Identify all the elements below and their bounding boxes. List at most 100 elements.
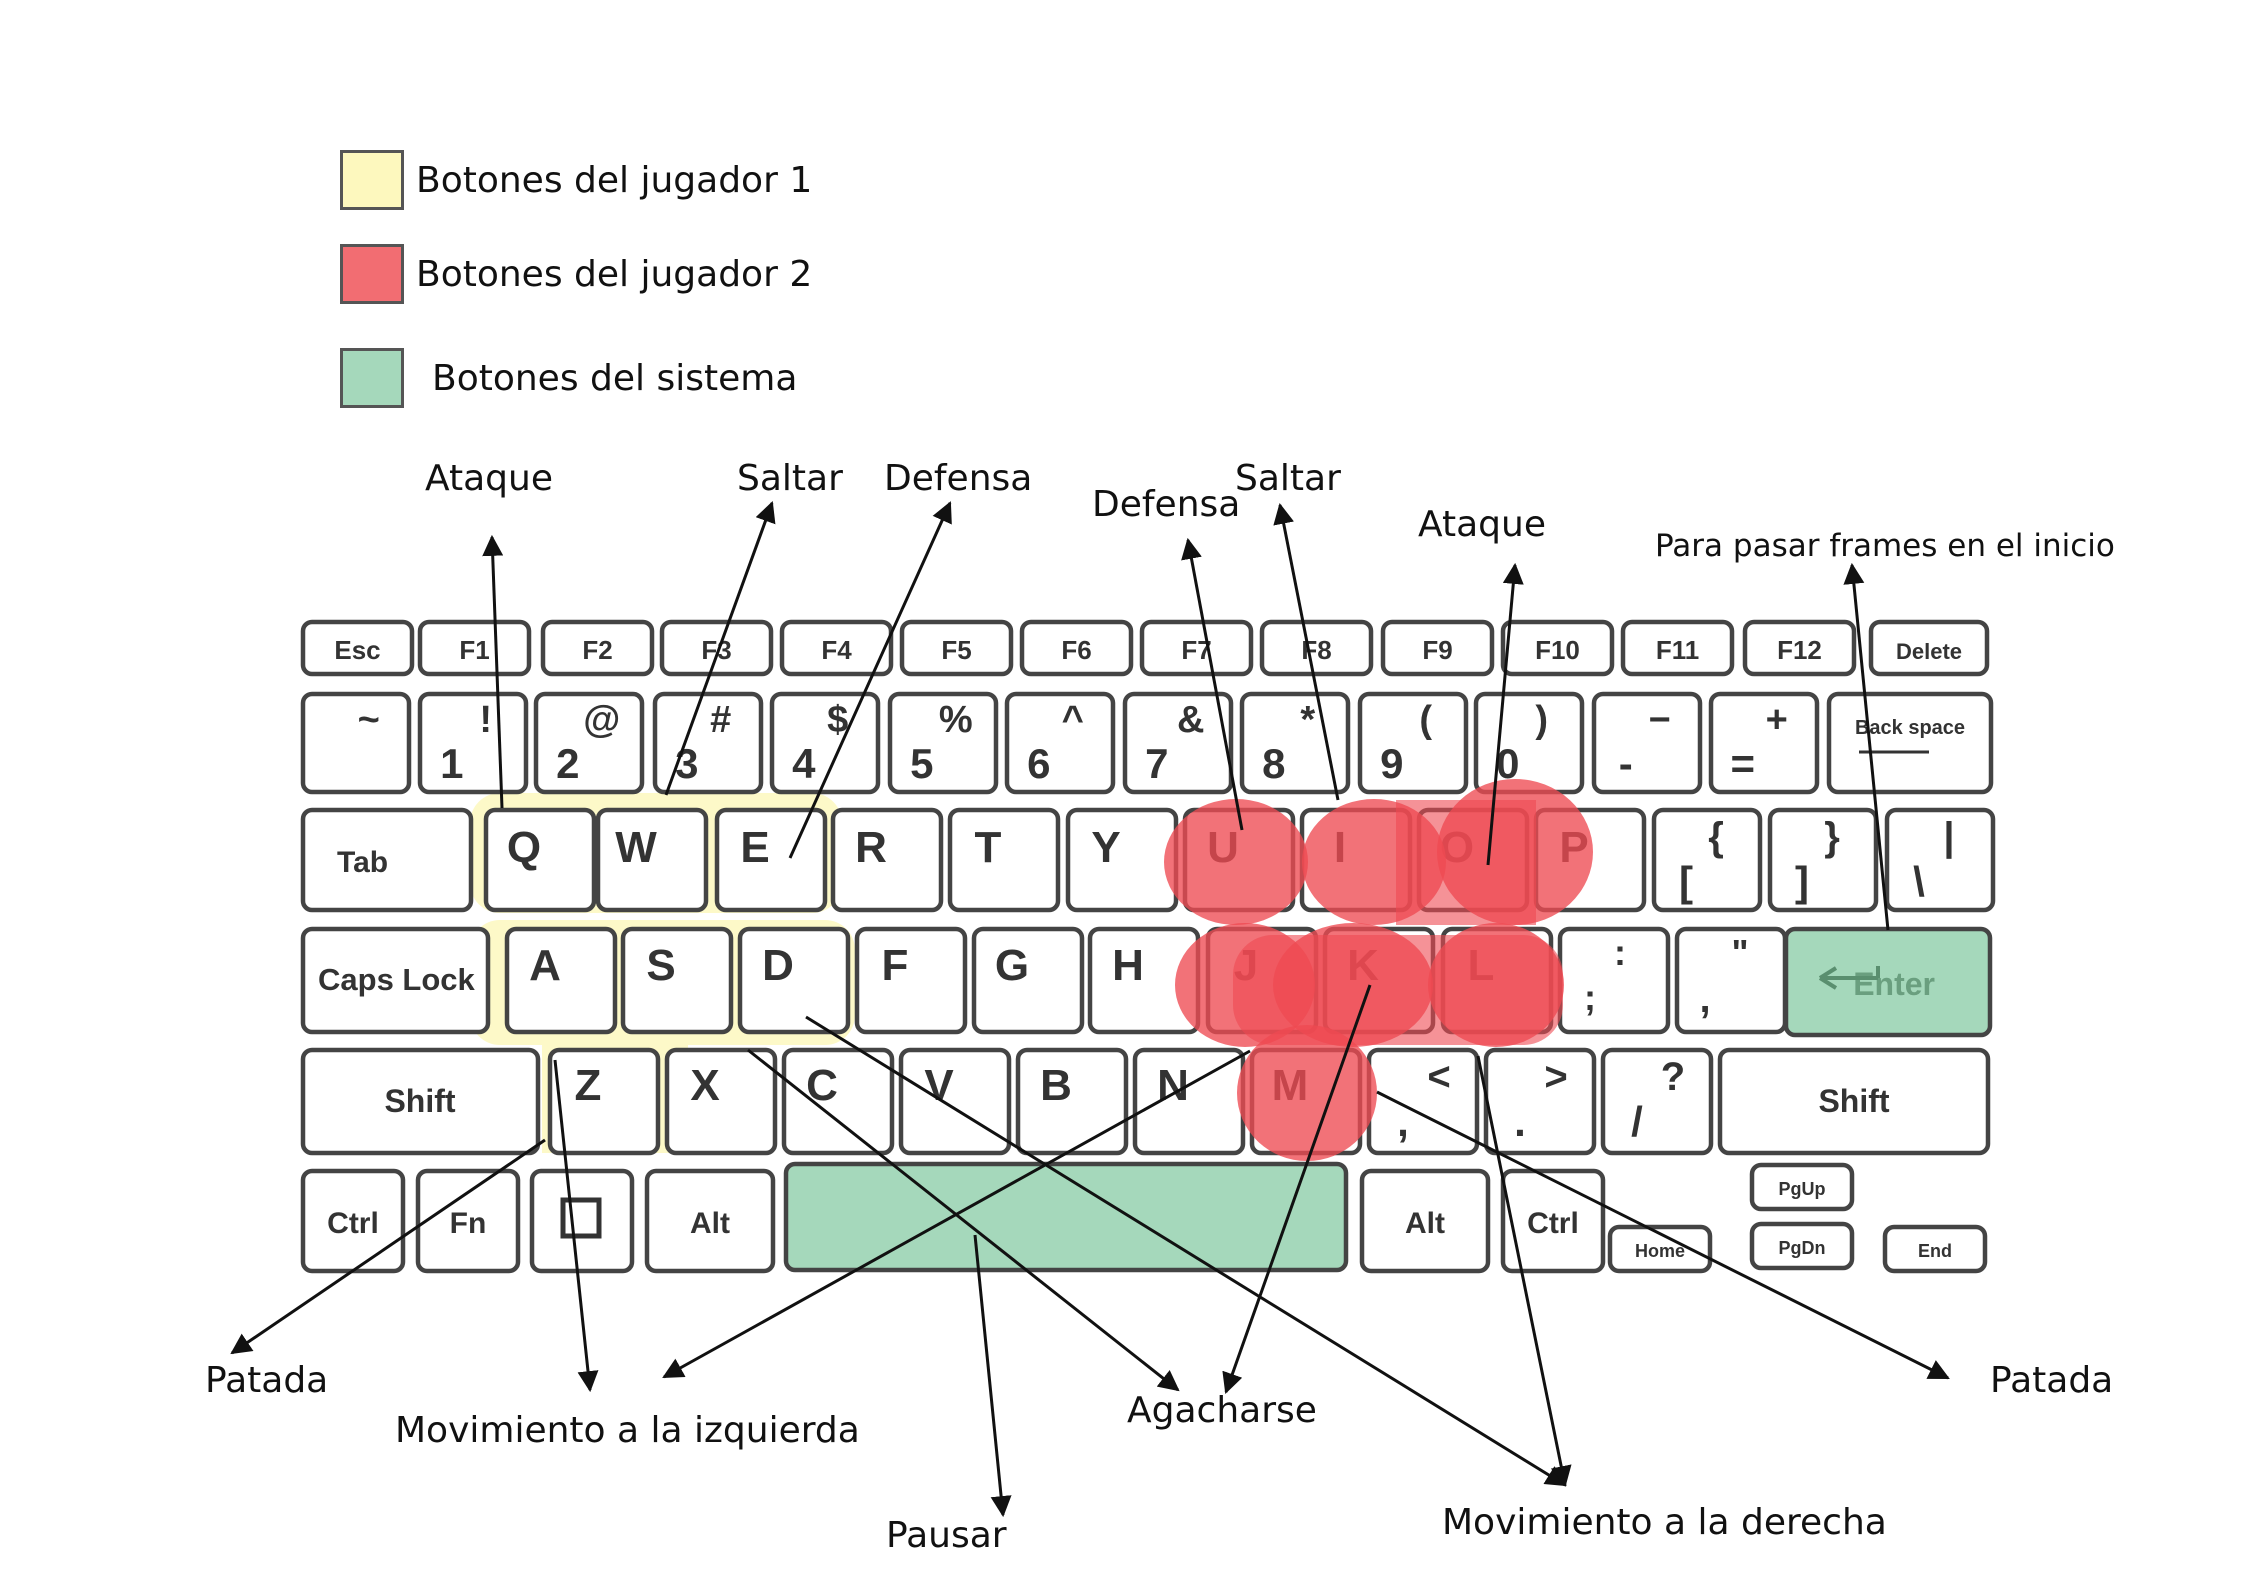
key-s <box>620 926 734 1035</box>
key-label-delete: Delete <box>1896 639 1962 664</box>
arrow-mov-der-2 <box>1476 1055 1572 1488</box>
key-label-caret: ^ <box>1062 699 1084 741</box>
key-label-0: 0 <box>1496 740 1519 787</box>
key-z <box>547 1047 661 1156</box>
key-label-5: 5 <box>910 740 933 787</box>
arrow-p2-patada <box>1376 1090 1950 1380</box>
key-label-8: 8 <box>1262 740 1285 787</box>
key-label-rparen: ) <box>1535 699 1548 741</box>
key-label-home: Home <box>1635 1241 1685 1261</box>
key-label-h: H <box>1112 941 1144 990</box>
key-label-fn: Fn <box>450 1207 487 1240</box>
key-3-key <box>652 691 764 795</box>
arrow-p2-saltar <box>1273 502 1340 801</box>
key-label-lt: < <box>1427 1055 1450 1099</box>
key-5-key <box>887 691 999 795</box>
key-label-t: T <box>975 823 1002 872</box>
key-label-g: G <box>995 941 1029 990</box>
key-label-lparen: ( <box>1419 699 1432 741</box>
key-label-backslash: \ <box>1913 858 1925 905</box>
key-label-slash: / <box>1631 1098 1643 1145</box>
key-label-right-alt: Alt <box>1405 1207 1445 1240</box>
key-label-f10: F10 <box>1535 635 1580 665</box>
key-label-left-ctrl: Ctrl <box>327 1207 379 1240</box>
key-v <box>898 1047 1012 1156</box>
key-a <box>504 926 618 1035</box>
windows-icon <box>560 1197 602 1239</box>
annotation-mov-der: Movimiento a la derecha <box>1442 1502 1887 1543</box>
key-f8 <box>1259 619 1374 677</box>
enter-arrow-icon <box>1818 966 1880 990</box>
key-label-f9: F9 <box>1422 635 1452 665</box>
key-label-d: D <box>762 941 794 990</box>
key-label-f4: F4 <box>821 635 852 665</box>
arrow-mov-izq <box>553 1059 599 1393</box>
annotation-frames: Para pasar frames en el inicio <box>1655 528 2115 564</box>
key-question-key <box>1600 1047 1714 1156</box>
key-label-x: X <box>690 1061 719 1110</box>
key-label-tilde: ~ <box>358 699 380 741</box>
key-label-lbrace: { <box>1708 815 1724 859</box>
arrow-mov-der <box>805 1015 1567 1487</box>
key-label-semicolon: ; <box>1584 977 1596 1018</box>
key-end <box>1882 1224 1988 1274</box>
annotation-p1-patada: Patada <box>205 1360 329 1401</box>
key-fn <box>415 1168 521 1274</box>
key-label-minus: − <box>1649 699 1671 741</box>
key-label-backspace: Back space <box>1855 717 1965 739</box>
legend-label-player1: Botones del jugador 1 <box>416 159 813 201</box>
key-label-f3: F3 <box>701 635 731 665</box>
legend-label-player2: Botones del jugador 2 <box>416 253 813 295</box>
key-7-key <box>1122 691 1234 795</box>
key-pipe-key <box>1884 807 1996 913</box>
key-left-shift <box>300 1047 541 1156</box>
legend-label-system: Botones del sistema <box>432 357 798 399</box>
key-label-f: F <box>882 941 909 990</box>
key-b <box>1015 1047 1129 1156</box>
legend-player1: Botones del jugador 1 <box>340 150 812 210</box>
key-gt-key <box>1483 1047 1597 1156</box>
annotation-agacharse: Agacharse <box>1127 1390 1317 1431</box>
key-backspace <box>1826 691 1994 795</box>
key-label-n: N <box>1157 1061 1189 1110</box>
key-label-rbrace: } <box>1824 815 1840 859</box>
key---key <box>300 691 412 795</box>
key-f1 <box>417 619 532 677</box>
key-label-pgup: PgUp <box>1779 1179 1826 1199</box>
key-label-r: R <box>855 823 887 872</box>
key-label-dash: - <box>1619 740 1633 787</box>
annotation-p2-patada: Patada <box>1990 1360 2114 1401</box>
key-f6 <box>1019 619 1134 677</box>
key-6-key <box>1004 691 1116 795</box>
key-label-star: * <box>1300 699 1315 741</box>
key-label-4: 4 <box>792 740 816 787</box>
annotation-p1-ataque: Ataque <box>425 458 553 499</box>
key-label-f11: F11 <box>1656 635 1699 665</box>
key-label-2: 2 <box>556 740 579 787</box>
key-label-left-shift: Shift <box>384 1083 455 1119</box>
key-rbrace-key <box>1767 807 1879 913</box>
key-label-a: A <box>529 941 561 990</box>
player2-highlight-u <box>1164 799 1308 925</box>
key-label-b: B <box>1040 1061 1072 1110</box>
annotation-p2-saltar: Saltar <box>1235 458 1341 499</box>
key-label-caps-lock: Caps Lock <box>318 962 476 997</box>
arrow-agacharse <box>747 1048 1180 1392</box>
arrow-p2-defensa <box>1181 537 1244 831</box>
key-label-lbracket: [ <box>1679 858 1693 905</box>
player2-highlight-o-square <box>1396 800 1536 925</box>
arrow-p1-ataque <box>482 534 504 809</box>
key-q <box>483 807 597 913</box>
player2-highlight-m <box>1237 1025 1377 1161</box>
annotation-p2-ataque: Ataque <box>1418 504 1546 545</box>
player2-highlight-middle-band <box>1233 935 1563 1045</box>
key-pgdn <box>1749 1221 1855 1271</box>
key-pgup <box>1749 1162 1855 1212</box>
legend-swatch-player1 <box>340 150 404 210</box>
key-y <box>1065 807 1179 913</box>
key-label-9: 9 <box>1380 740 1403 787</box>
key-f9 <box>1380 619 1495 677</box>
key-label-e: E <box>740 823 769 872</box>
key-dash-key <box>1591 691 1703 795</box>
